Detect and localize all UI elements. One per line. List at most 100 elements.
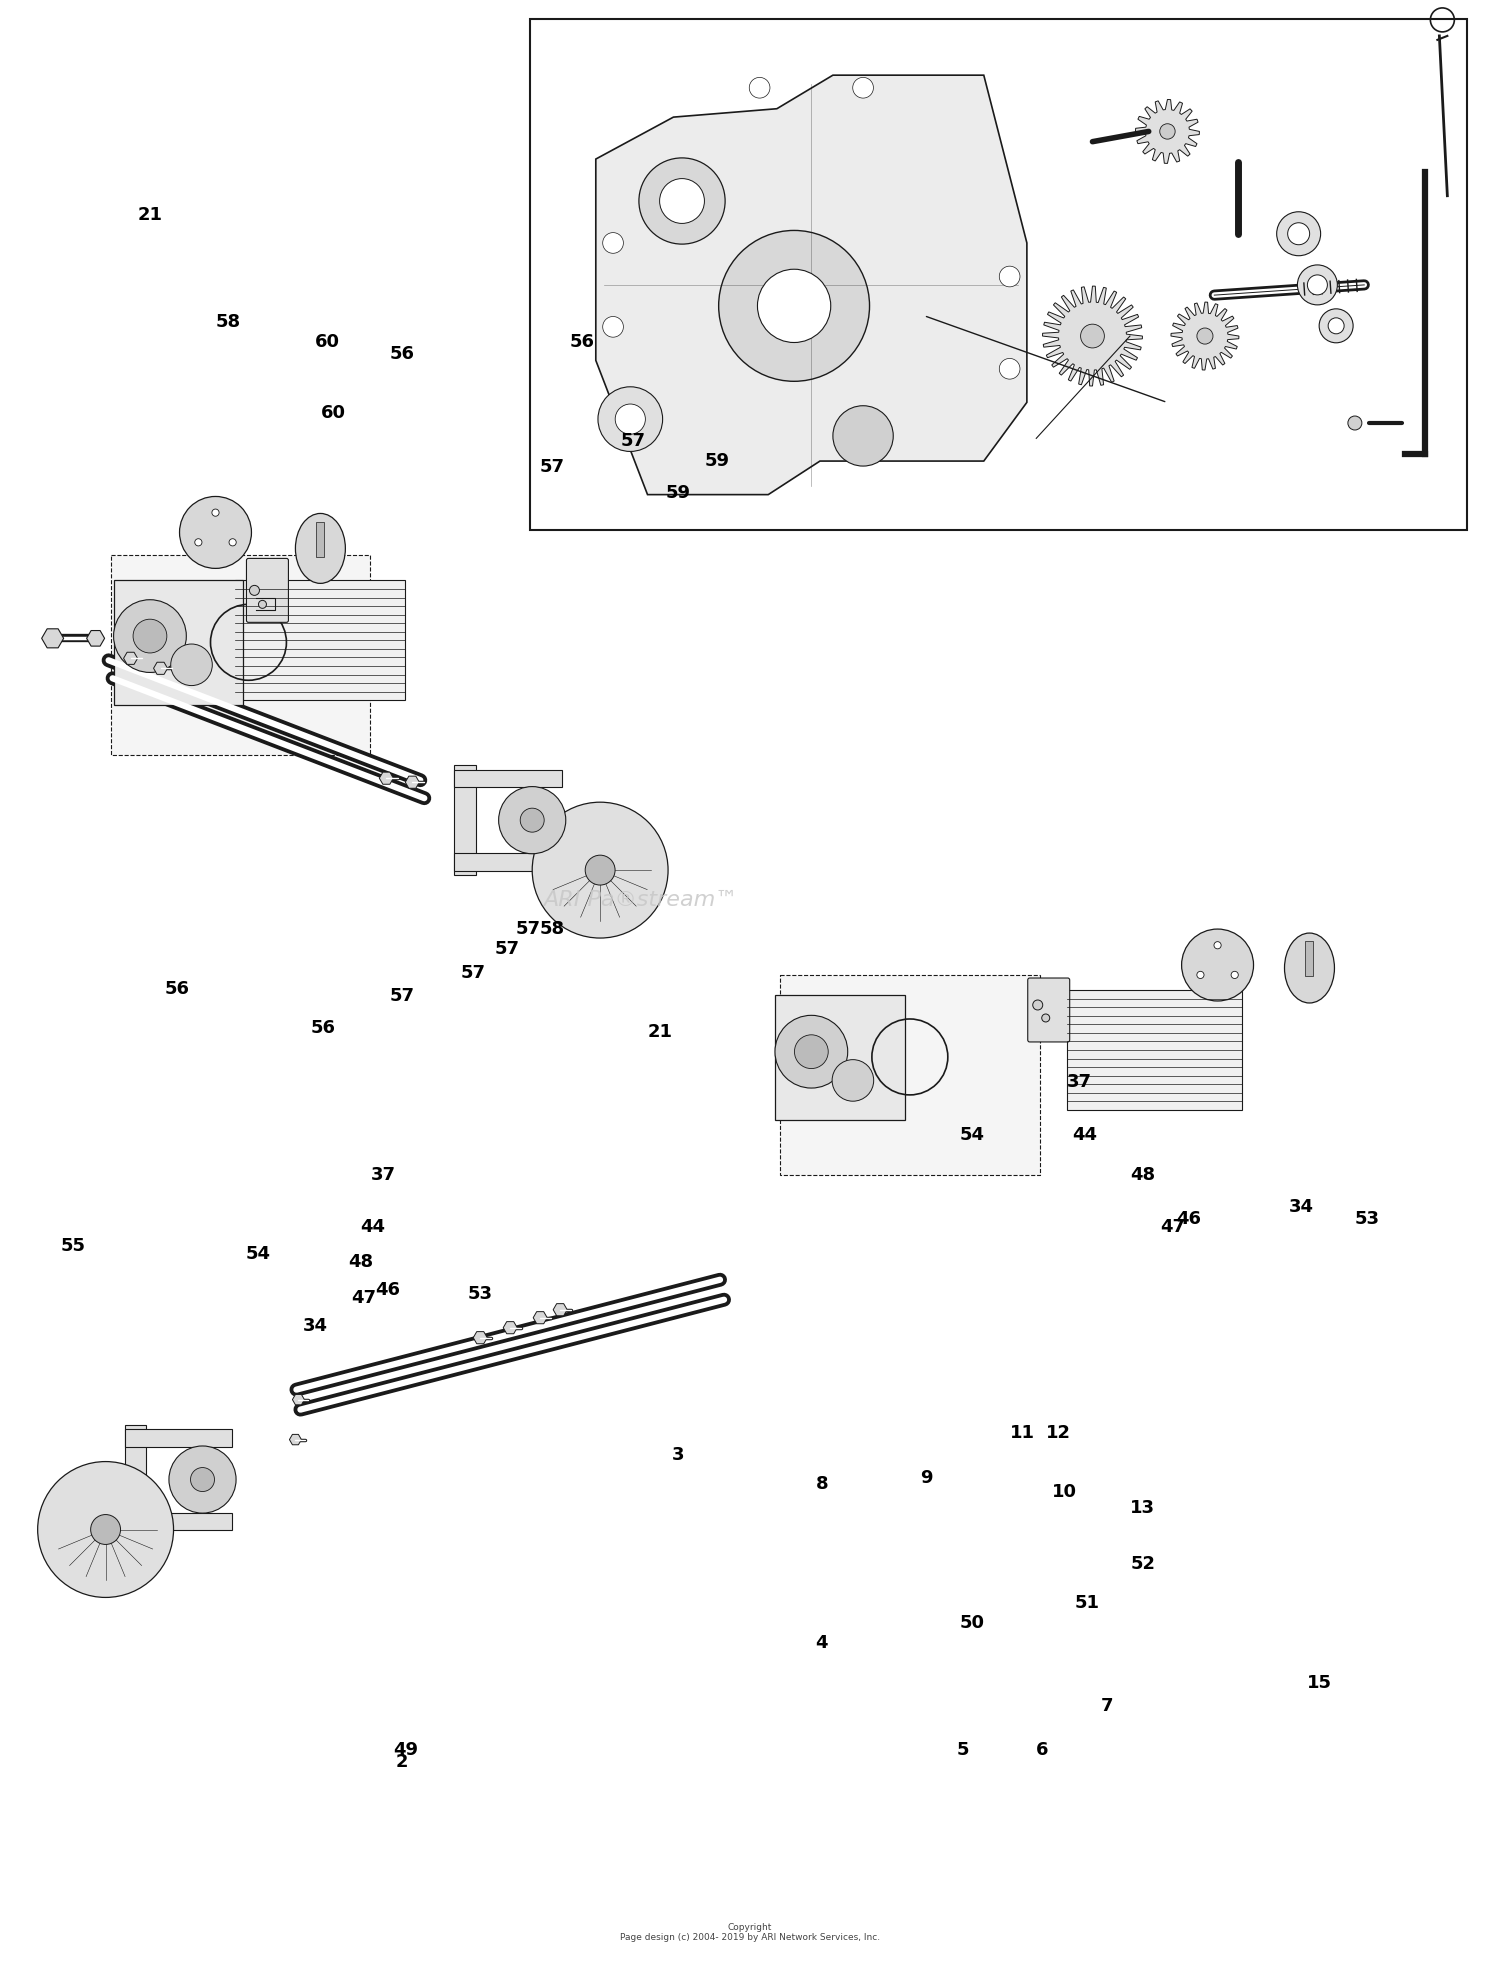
Polygon shape — [405, 776, 420, 788]
Text: 60: 60 — [315, 333, 340, 351]
Circle shape — [1160, 123, 1174, 139]
Text: 57: 57 — [516, 919, 540, 939]
Circle shape — [211, 508, 219, 516]
Text: 57: 57 — [495, 939, 519, 959]
Circle shape — [750, 77, 770, 97]
Ellipse shape — [532, 802, 668, 939]
Circle shape — [603, 316, 624, 337]
Circle shape — [999, 266, 1020, 288]
Circle shape — [1276, 212, 1320, 256]
Circle shape — [1287, 222, 1310, 244]
Bar — [114, 580, 243, 705]
Circle shape — [660, 179, 705, 224]
Text: 34: 34 — [303, 1316, 328, 1334]
Circle shape — [795, 1034, 828, 1068]
Polygon shape — [292, 1393, 304, 1405]
Circle shape — [258, 599, 267, 607]
Circle shape — [171, 643, 213, 685]
Bar — [1066, 991, 1242, 1110]
Circle shape — [776, 1016, 847, 1088]
Text: 54: 54 — [960, 1125, 984, 1143]
Circle shape — [1328, 318, 1344, 333]
Circle shape — [758, 270, 831, 343]
Text: 47: 47 — [351, 1288, 376, 1306]
Polygon shape — [290, 1435, 302, 1445]
Bar — [1305, 941, 1314, 977]
Circle shape — [1182, 929, 1254, 1000]
Bar — [454, 770, 562, 788]
FancyBboxPatch shape — [246, 558, 288, 623]
Circle shape — [1298, 264, 1338, 306]
Bar — [236, 580, 405, 701]
Text: 59: 59 — [705, 453, 729, 470]
Circle shape — [1197, 328, 1214, 343]
Text: 58: 58 — [540, 919, 564, 939]
Text: 48: 48 — [348, 1253, 374, 1270]
Text: 46: 46 — [1176, 1209, 1202, 1227]
Text: 15: 15 — [1306, 1673, 1332, 1691]
Text: 57: 57 — [460, 963, 486, 983]
Text: 13: 13 — [1130, 1499, 1155, 1517]
Circle shape — [1080, 324, 1104, 347]
Text: 47: 47 — [1160, 1217, 1185, 1235]
Text: 4: 4 — [816, 1634, 828, 1652]
Text: 34: 34 — [1288, 1197, 1314, 1215]
Text: 7: 7 — [1101, 1697, 1113, 1715]
Circle shape — [598, 387, 663, 451]
Circle shape — [833, 1060, 873, 1102]
Text: Copyright
Page design (c) 2004- 2019 by ARI Network Services, Inc.: Copyright Page design (c) 2004- 2019 by … — [620, 1923, 880, 1941]
Text: 57: 57 — [621, 433, 645, 451]
Circle shape — [1318, 310, 1353, 343]
Circle shape — [249, 586, 259, 595]
Bar — [454, 854, 562, 871]
Circle shape — [190, 1467, 214, 1491]
Text: 59: 59 — [666, 484, 690, 502]
Text: 21: 21 — [648, 1022, 672, 1042]
Text: 57: 57 — [390, 987, 416, 1006]
Circle shape — [230, 538, 236, 546]
Text: 9: 9 — [921, 1469, 933, 1487]
Text: 56: 56 — [390, 345, 416, 363]
Circle shape — [603, 232, 624, 254]
Circle shape — [498, 786, 566, 854]
Polygon shape — [380, 772, 393, 784]
Bar — [780, 975, 1040, 1175]
Text: 50: 50 — [960, 1614, 984, 1632]
Ellipse shape — [296, 514, 345, 584]
Polygon shape — [503, 1322, 518, 1334]
Text: 56: 56 — [310, 1018, 336, 1038]
Circle shape — [170, 1445, 236, 1513]
Polygon shape — [153, 663, 168, 675]
Circle shape — [1032, 1000, 1042, 1010]
Ellipse shape — [38, 1461, 174, 1598]
Text: 44: 44 — [360, 1217, 386, 1235]
Circle shape — [114, 599, 186, 673]
Polygon shape — [1172, 302, 1239, 369]
Polygon shape — [532, 1312, 548, 1324]
Polygon shape — [554, 1304, 567, 1316]
Text: 53: 53 — [1354, 1209, 1380, 1227]
Circle shape — [1214, 941, 1221, 949]
Text: 54: 54 — [246, 1245, 272, 1262]
Circle shape — [585, 856, 615, 885]
Text: 11: 11 — [1010, 1423, 1035, 1441]
Polygon shape — [1042, 286, 1143, 385]
Bar — [124, 1513, 232, 1530]
Text: 46: 46 — [375, 1280, 400, 1298]
Bar — [454, 764, 476, 875]
Text: 12: 12 — [1046, 1423, 1071, 1441]
Circle shape — [852, 77, 873, 97]
Polygon shape — [596, 75, 1028, 494]
Polygon shape — [1136, 99, 1200, 163]
Text: 2: 2 — [396, 1753, 408, 1771]
Circle shape — [134, 619, 166, 653]
Text: 6: 6 — [1036, 1741, 1048, 1759]
Text: 53: 53 — [468, 1284, 492, 1302]
Circle shape — [90, 1515, 120, 1544]
Text: 58: 58 — [216, 314, 242, 331]
Text: 56: 56 — [165, 979, 190, 998]
Bar — [124, 1425, 146, 1534]
Text: 57: 57 — [540, 459, 564, 476]
Circle shape — [1197, 971, 1204, 979]
Text: ARI Pa®stream™: ARI Pa®stream™ — [543, 889, 738, 909]
